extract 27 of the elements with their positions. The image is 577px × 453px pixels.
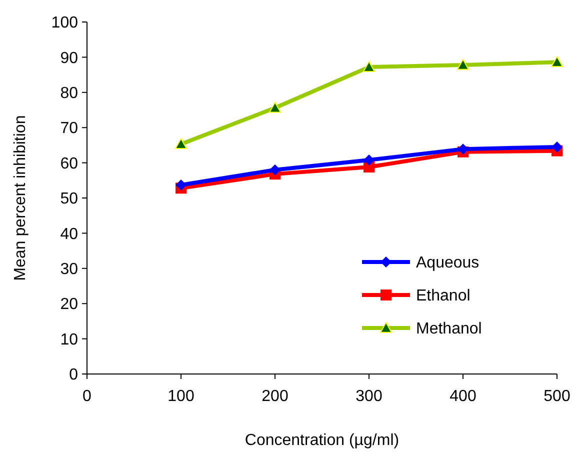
y-tick-label: 60 xyxy=(60,155,78,172)
x-tick-label: 500 xyxy=(544,388,570,405)
x-tick-label: 100 xyxy=(168,388,194,405)
y-tick-label: 30 xyxy=(60,261,78,278)
y-tick-label: 40 xyxy=(60,226,78,243)
y-tick-label: 0 xyxy=(69,366,78,384)
legend-label: Ethanol xyxy=(416,288,470,305)
legend-label: Methanol xyxy=(416,320,482,338)
x-tick-label: 400 xyxy=(450,388,476,405)
x-tick-label: 0 xyxy=(82,388,92,405)
y-tick-label: 80 xyxy=(60,85,78,102)
y-axis-title: Mean percent inhibition xyxy=(12,115,29,281)
y-tick-label: 10 xyxy=(60,331,78,348)
y-tick-label: 20 xyxy=(60,296,78,314)
legend-label: Aqueous xyxy=(416,254,480,272)
point xyxy=(176,179,186,190)
y-tick-label: 50 xyxy=(60,190,78,208)
x-axis-title: Concentration (µg/ml) xyxy=(244,432,400,449)
point xyxy=(270,164,280,176)
y-tick-label: 90 xyxy=(60,50,78,67)
x-tick-label: 300 xyxy=(356,388,382,405)
point xyxy=(552,141,562,152)
y-tick-label: 100 xyxy=(51,14,78,32)
point xyxy=(364,154,374,166)
point xyxy=(458,144,468,155)
y-tick-label: 70 xyxy=(60,120,78,138)
x-tick-label: 200 xyxy=(262,388,288,405)
